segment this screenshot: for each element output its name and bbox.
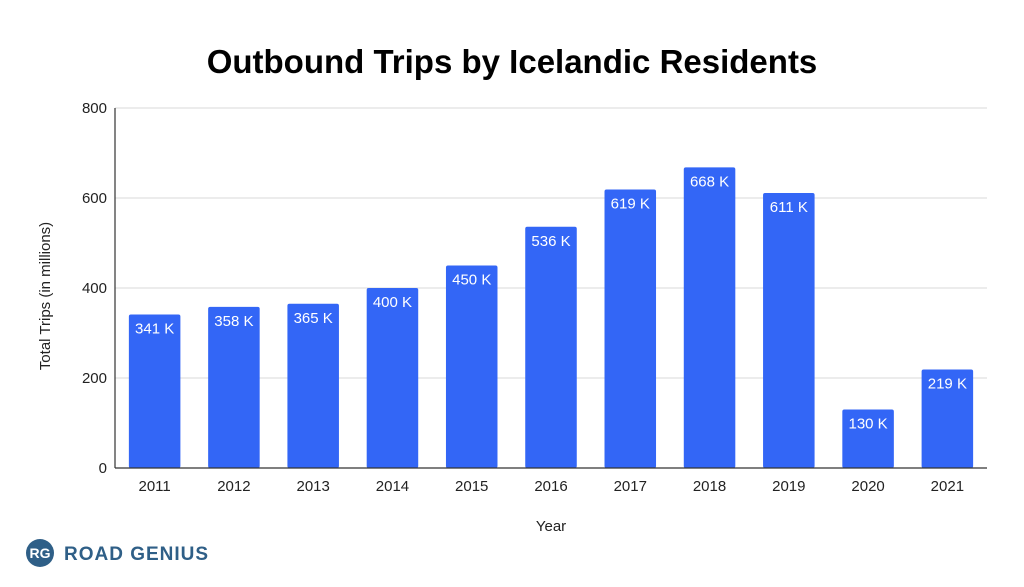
y-tick-label: 400 xyxy=(82,280,107,297)
x-tick-label: 2013 xyxy=(296,478,329,495)
bar-2014 xyxy=(366,288,419,468)
x-tick-label: 2019 xyxy=(772,478,805,495)
rg-logo-icon xyxy=(26,539,54,567)
bars xyxy=(128,167,974,469)
bar-2015 xyxy=(445,265,498,468)
data-label-2013: 365 K xyxy=(294,310,333,327)
bar-2017 xyxy=(604,189,657,468)
y-tick-label: 0 xyxy=(99,460,107,477)
chart-title: Outbound Trips by Icelandic Residents xyxy=(207,43,818,80)
x-axis-label: Year xyxy=(536,518,566,535)
data-label-2011: 341 K xyxy=(135,321,174,338)
x-tick-label: 2012 xyxy=(217,478,250,495)
data-label-2016: 536 K xyxy=(531,233,570,250)
bar-2019 xyxy=(763,193,815,469)
x-tick-label: 2014 xyxy=(376,478,409,495)
data-label-2020: 130 K xyxy=(848,416,887,433)
y-tick-label: 200 xyxy=(82,370,107,387)
bar-2021 xyxy=(921,369,974,468)
bar-2016 xyxy=(525,226,577,468)
x-tick-label: 2011 xyxy=(139,478,171,495)
y-axis-label: Total Trips (in millions) xyxy=(37,222,54,370)
bar-2013 xyxy=(287,303,339,468)
bar-2012 xyxy=(208,306,260,468)
x-tick-label: 2017 xyxy=(614,478,647,495)
rg-logo-mark: RG xyxy=(30,545,51,561)
x-tick-label: 2015 xyxy=(455,478,488,495)
x-tick-label: 2021 xyxy=(931,478,964,495)
brand-name: ROAD GENIUS xyxy=(64,544,209,565)
bar-2011 xyxy=(128,314,181,468)
data-label-2017: 619 K xyxy=(611,195,650,212)
y-tick-label: 800 xyxy=(82,100,107,117)
x-tick-label: 2020 xyxy=(851,478,884,495)
data-label-2015: 450 K xyxy=(452,272,491,289)
data-label-2018: 668 K xyxy=(690,173,729,190)
data-label-2019: 611 K xyxy=(770,199,808,216)
data-labels: 341 K 358 K 365 K 400 K 450 K 536 K 619 K 668 K… xyxy=(135,173,967,432)
x-tick-label: 2016 xyxy=(534,478,567,495)
tick-labels: 0 200 400 600 800 2011 2012 2013 2014 2015 2016 201… xyxy=(82,100,964,495)
bar-2020 xyxy=(842,409,894,468)
x-tick-label: 2018 xyxy=(693,478,726,495)
y-tick-label: 600 xyxy=(82,190,107,207)
bar-2018 xyxy=(683,167,736,468)
road-genius-logo: RG ROAD GENIUS xyxy=(26,539,209,567)
data-label-2014: 400 K xyxy=(373,294,412,311)
data-label-2012: 358 K xyxy=(214,313,253,330)
data-label-2021: 219 K xyxy=(928,375,967,392)
